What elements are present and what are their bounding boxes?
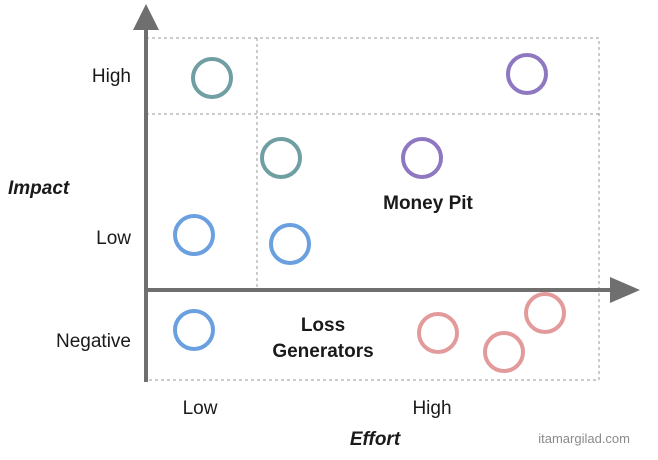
axes: [133, 4, 640, 382]
idea-circle: [191, 57, 233, 99]
y-tick-high: High: [92, 66, 131, 87]
x-tick-high: High: [412, 398, 451, 419]
loss-generators-label-line2: Generators: [272, 341, 373, 362]
idea-circle: [524, 292, 566, 334]
idea-circle: [417, 312, 459, 354]
idea-circle: [269, 223, 311, 265]
y-tick-low: Low: [96, 228, 131, 249]
y-axis-arrowhead: [133, 4, 159, 30]
x-tick-low: Low: [183, 398, 218, 419]
y-axis-title: Impact: [8, 178, 70, 199]
idea-circle: [260, 137, 302, 179]
money-pit-label: Money Pit: [383, 193, 473, 214]
x-axis-title: Effort: [350, 429, 401, 450]
idea-circle: [173, 214, 215, 256]
idea-circle: [483, 331, 525, 373]
idea-circle: [173, 309, 215, 351]
idea-circle: [506, 53, 548, 95]
idea-circle: [401, 137, 443, 179]
y-tick-negative: Negative: [56, 331, 131, 352]
loss-generators-label-line1: Loss: [301, 315, 345, 336]
watermark: itamargilad.com: [538, 431, 630, 446]
idea-circles: [173, 53, 566, 373]
x-axis-arrowhead: [610, 277, 640, 303]
